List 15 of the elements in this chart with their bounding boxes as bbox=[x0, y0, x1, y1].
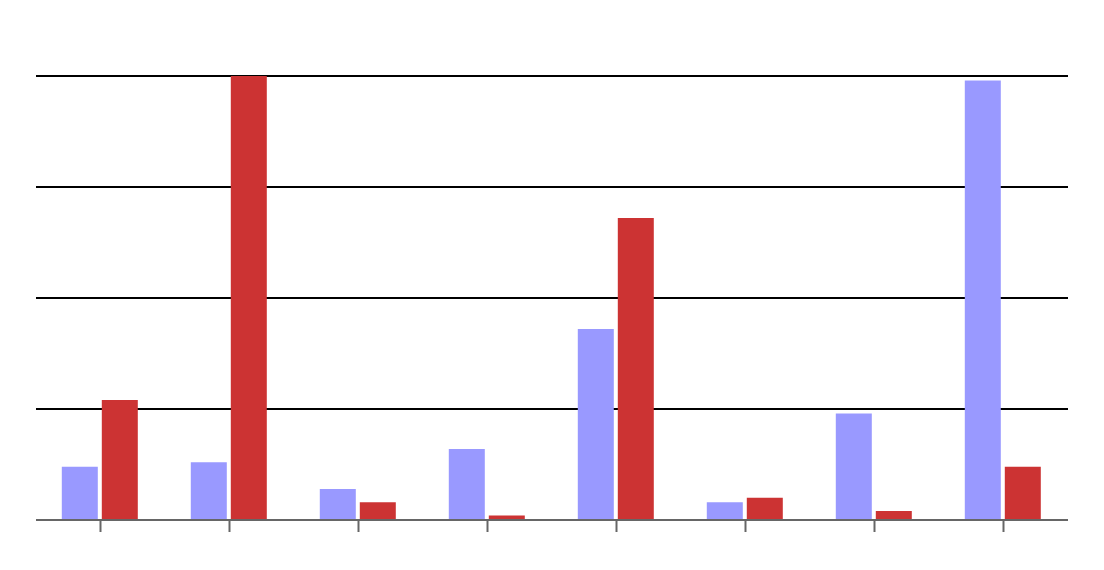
bar bbox=[875, 511, 912, 520]
bar bbox=[706, 502, 743, 520]
bar bbox=[101, 400, 138, 520]
bar bbox=[835, 413, 872, 520]
bar bbox=[190, 462, 227, 520]
bar bbox=[448, 448, 485, 520]
bar bbox=[230, 76, 267, 520]
bar bbox=[61, 466, 98, 520]
bar bbox=[1004, 466, 1041, 520]
bar bbox=[359, 502, 396, 520]
bar bbox=[964, 80, 1001, 520]
bar bbox=[746, 497, 783, 520]
bar bbox=[319, 488, 356, 520]
bar bbox=[617, 218, 654, 520]
bar bbox=[577, 329, 614, 520]
